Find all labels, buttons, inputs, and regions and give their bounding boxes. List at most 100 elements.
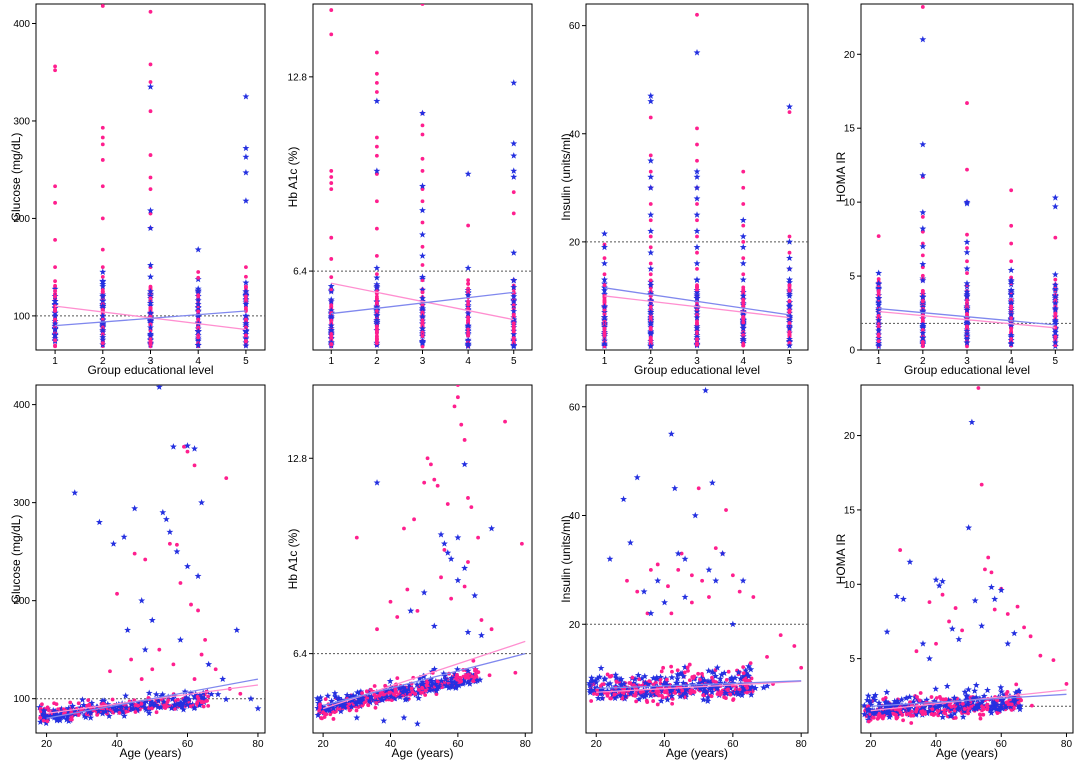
female-point	[1012, 706, 1016, 711]
male-point	[891, 697, 899, 705]
male-point	[919, 260, 927, 268]
male-point	[963, 334, 971, 341]
female-point	[927, 600, 932, 605]
female-point	[321, 710, 325, 715]
male-point	[348, 696, 356, 703]
male-point	[348, 703, 355, 710]
male-point	[419, 206, 426, 214]
male-point	[743, 686, 751, 694]
male-point	[510, 249, 518, 256]
female-point	[429, 462, 433, 467]
male-point	[601, 276, 608, 283]
female-point	[466, 286, 471, 291]
fit-line-female	[596, 680, 802, 693]
female-point	[687, 689, 692, 694]
male-point	[667, 430, 675, 437]
male-point	[705, 685, 713, 692]
male-point	[194, 572, 202, 580]
male-point	[679, 679, 687, 687]
male-point	[601, 243, 608, 251]
male-point	[448, 674, 456, 682]
female-point	[655, 562, 660, 567]
female-point	[880, 715, 884, 720]
female-point	[978, 716, 983, 721]
male-point	[869, 709, 877, 717]
male-point	[943, 682, 951, 690]
female-point	[605, 672, 610, 677]
male-point	[159, 703, 167, 710]
male-point	[786, 103, 793, 110]
male-point	[866, 697, 874, 704]
male-point	[455, 681, 463, 689]
female-point	[940, 592, 945, 597]
male-point	[681, 555, 689, 562]
male-point	[359, 694, 367, 701]
female-point	[373, 705, 378, 710]
female-point	[53, 279, 57, 284]
female-point	[462, 675, 467, 680]
female-point	[318, 705, 322, 710]
female-point	[196, 270, 201, 274]
female-point	[648, 115, 653, 120]
female-point	[799, 665, 804, 670]
male-point	[920, 704, 928, 711]
male-point	[419, 252, 426, 259]
male-point	[1000, 691, 1008, 699]
male-point	[997, 683, 1005, 691]
male-point	[431, 665, 438, 673]
male-point	[201, 695, 208, 702]
female-point	[53, 344, 57, 349]
female-point	[947, 703, 952, 707]
male-point	[147, 83, 154, 90]
female-point	[374, 701, 379, 705]
female-point	[387, 690, 392, 695]
male-point	[647, 184, 655, 191]
male-point	[222, 695, 230, 703]
male-point	[95, 707, 103, 715]
male-point	[401, 687, 409, 695]
male-point	[601, 286, 608, 294]
male-point	[964, 695, 971, 703]
male-point	[702, 386, 709, 394]
y-axis-label: HOMA IR	[834, 151, 848, 202]
male-point	[454, 576, 462, 584]
male-point	[464, 336, 472, 343]
male-point	[314, 704, 322, 712]
male-point	[693, 292, 701, 299]
male-point	[728, 674, 736, 681]
male-point	[432, 687, 440, 694]
female-point	[709, 694, 714, 699]
female-point	[1051, 658, 1056, 663]
female-point	[148, 9, 153, 14]
male-point	[604, 687, 611, 694]
male-point	[320, 704, 328, 711]
female-point	[365, 696, 370, 701]
male-point	[327, 322, 335, 329]
female-point	[143, 557, 148, 562]
female-point	[751, 595, 756, 599]
male-point	[380, 717, 388, 724]
y-axis-label: Glucose (mg/dL)	[9, 133, 23, 222]
female-point	[741, 169, 746, 174]
male-point	[786, 316, 793, 323]
male-point	[122, 692, 130, 699]
male-point	[63, 716, 71, 723]
female-point	[415, 608, 420, 613]
female-point	[383, 683, 388, 688]
female-point	[420, 321, 425, 326]
male-point	[786, 292, 793, 299]
female-point	[942, 708, 947, 713]
female-point	[487, 673, 492, 678]
female-point	[602, 326, 607, 331]
male-point	[454, 665, 461, 673]
x-tick-label: 60	[452, 739, 464, 750]
female-point	[150, 706, 154, 711]
x-tick-label: 60	[182, 739, 194, 750]
male-point	[601, 308, 608, 315]
male-point	[166, 528, 174, 535]
male-point	[51, 325, 59, 333]
female-point	[898, 548, 903, 552]
male-point	[627, 689, 635, 697]
female-point	[1009, 188, 1014, 193]
